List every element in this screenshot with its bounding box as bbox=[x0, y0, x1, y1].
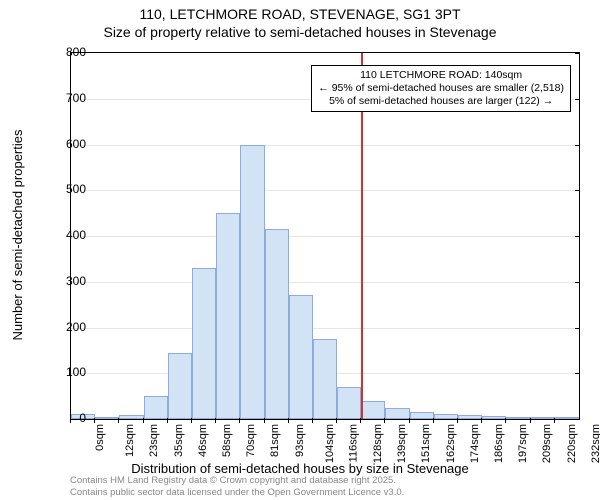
y-tick-label: 600 bbox=[46, 137, 86, 151]
histogram-bar bbox=[410, 412, 434, 419]
x-tick-label: 35sqm bbox=[173, 424, 185, 457]
x-tick-label: 93sqm bbox=[294, 424, 306, 457]
x-tick-mark bbox=[409, 418, 410, 423]
x-tick-label: 209sqm bbox=[542, 424, 554, 463]
x-tick-mark bbox=[70, 418, 71, 423]
title-line-1: 110, LETCHMORE ROAD, STEVENAGE, SG1 3PT bbox=[0, 6, 600, 24]
x-tick-mark bbox=[554, 418, 555, 423]
plot-area: 110 LETCHMORE ROAD: 140sqm ← 95% of semi… bbox=[70, 52, 580, 420]
y-tick-label: 200 bbox=[46, 320, 86, 334]
y-tick-mark bbox=[575, 53, 580, 54]
x-tick-label: 81sqm bbox=[269, 424, 281, 457]
y-axis-label: Number of semi-detached properties bbox=[10, 130, 25, 341]
annotation-box: 110 LETCHMORE ROAD: 140sqm ← 95% of semi… bbox=[311, 65, 571, 112]
y-tick-label: 300 bbox=[46, 274, 86, 288]
histogram-bar bbox=[506, 417, 530, 419]
y-tick-label: 0 bbox=[46, 411, 86, 425]
x-tick-mark bbox=[384, 418, 385, 423]
x-tick-mark bbox=[264, 418, 265, 423]
y-tick-mark bbox=[575, 282, 580, 283]
y-tick-mark bbox=[575, 99, 580, 100]
annotation-line-2: ← 95% of semi-detached houses are smalle… bbox=[318, 82, 564, 95]
histogram-bar bbox=[313, 339, 337, 419]
y-tick-label: 800 bbox=[46, 45, 86, 59]
histogram-bar bbox=[385, 408, 409, 419]
x-tick-label: 139sqm bbox=[396, 424, 408, 463]
footer-attribution: Contains HM Land Registry data © Crown c… bbox=[70, 475, 404, 498]
x-tick-mark bbox=[336, 418, 337, 423]
y-tick-mark bbox=[575, 373, 580, 374]
x-tick-label: 23sqm bbox=[148, 424, 160, 457]
histogram-bar bbox=[144, 396, 168, 419]
footer-line-2: Contains public sector data licensed und… bbox=[70, 487, 404, 498]
histogram-bar bbox=[216, 213, 240, 419]
histogram-bar bbox=[482, 416, 506, 419]
x-tick-label: 12sqm bbox=[124, 424, 136, 457]
grid-line bbox=[71, 190, 579, 191]
x-tick-mark bbox=[457, 418, 458, 423]
x-tick-label: 0sqm bbox=[94, 424, 106, 451]
x-tick-label: 104sqm bbox=[324, 424, 336, 463]
histogram-bar bbox=[168, 353, 192, 419]
x-tick-label: 174sqm bbox=[469, 424, 481, 463]
x-tick-mark bbox=[312, 418, 313, 423]
histogram-bar bbox=[119, 415, 143, 419]
histogram-bar bbox=[95, 417, 119, 419]
histogram-bar bbox=[458, 415, 482, 419]
x-tick-label: 151sqm bbox=[421, 424, 433, 463]
annotation-line-1: 110 LETCHMORE ROAD: 140sqm bbox=[318, 69, 564, 82]
y-tick-label: 100 bbox=[46, 365, 86, 379]
x-tick-label: 197sqm bbox=[517, 424, 529, 463]
y-tick-mark bbox=[575, 190, 580, 191]
y-tick-label: 700 bbox=[46, 91, 86, 105]
x-tick-mark bbox=[191, 418, 192, 423]
x-tick-label: 220sqm bbox=[566, 424, 578, 463]
x-tick-label: 232sqm bbox=[590, 424, 600, 463]
y-tick-mark bbox=[575, 328, 580, 329]
x-tick-label: 186sqm bbox=[493, 424, 505, 463]
x-tick-mark bbox=[505, 418, 506, 423]
x-tick-mark bbox=[288, 418, 289, 423]
x-tick-label: 46sqm bbox=[197, 424, 209, 457]
x-tick-label: 58sqm bbox=[221, 424, 233, 457]
footer-line-1: Contains HM Land Registry data © Crown c… bbox=[70, 475, 404, 486]
x-tick-label: 70sqm bbox=[245, 424, 257, 457]
x-tick-mark bbox=[143, 418, 144, 423]
grid-line bbox=[71, 282, 579, 283]
y-tick-mark bbox=[575, 145, 580, 146]
x-tick-mark bbox=[530, 418, 531, 423]
histogram-bar bbox=[240, 145, 264, 420]
x-tick-mark bbox=[239, 418, 240, 423]
y-tick-mark bbox=[575, 236, 580, 237]
histogram-bar bbox=[289, 295, 313, 419]
grid-line bbox=[71, 328, 579, 329]
histogram-bar bbox=[434, 414, 458, 419]
x-tick-mark bbox=[215, 418, 216, 423]
histogram-bar bbox=[337, 387, 361, 419]
x-tick-label: 162sqm bbox=[445, 424, 457, 463]
annotation-line-3: 5% of semi-detached houses are larger (1… bbox=[318, 95, 564, 108]
y-tick-label: 500 bbox=[46, 182, 86, 196]
x-tick-mark bbox=[94, 418, 95, 423]
x-tick-mark bbox=[481, 418, 482, 423]
histogram-bar bbox=[531, 417, 555, 419]
histogram-bar bbox=[265, 229, 289, 419]
y-tick-mark bbox=[575, 419, 580, 420]
histogram-bar bbox=[192, 268, 216, 419]
x-tick-mark bbox=[167, 418, 168, 423]
x-tick-label: 128sqm bbox=[372, 424, 384, 463]
histogram-bar bbox=[361, 401, 385, 419]
x-axis-label: Distribution of semi-detached houses by … bbox=[0, 461, 600, 476]
grid-line bbox=[71, 145, 579, 146]
x-tick-mark bbox=[360, 418, 361, 423]
histogram-bar bbox=[555, 417, 579, 419]
title-block: 110, LETCHMORE ROAD, STEVENAGE, SG1 3PT … bbox=[0, 0, 600, 41]
x-tick-mark bbox=[433, 418, 434, 423]
x-tick-label: 116sqm bbox=[347, 424, 359, 462]
y-tick-label: 400 bbox=[46, 228, 86, 242]
title-line-2: Size of property relative to semi-detach… bbox=[0, 24, 600, 42]
x-tick-mark bbox=[118, 418, 119, 423]
grid-line bbox=[71, 236, 579, 237]
